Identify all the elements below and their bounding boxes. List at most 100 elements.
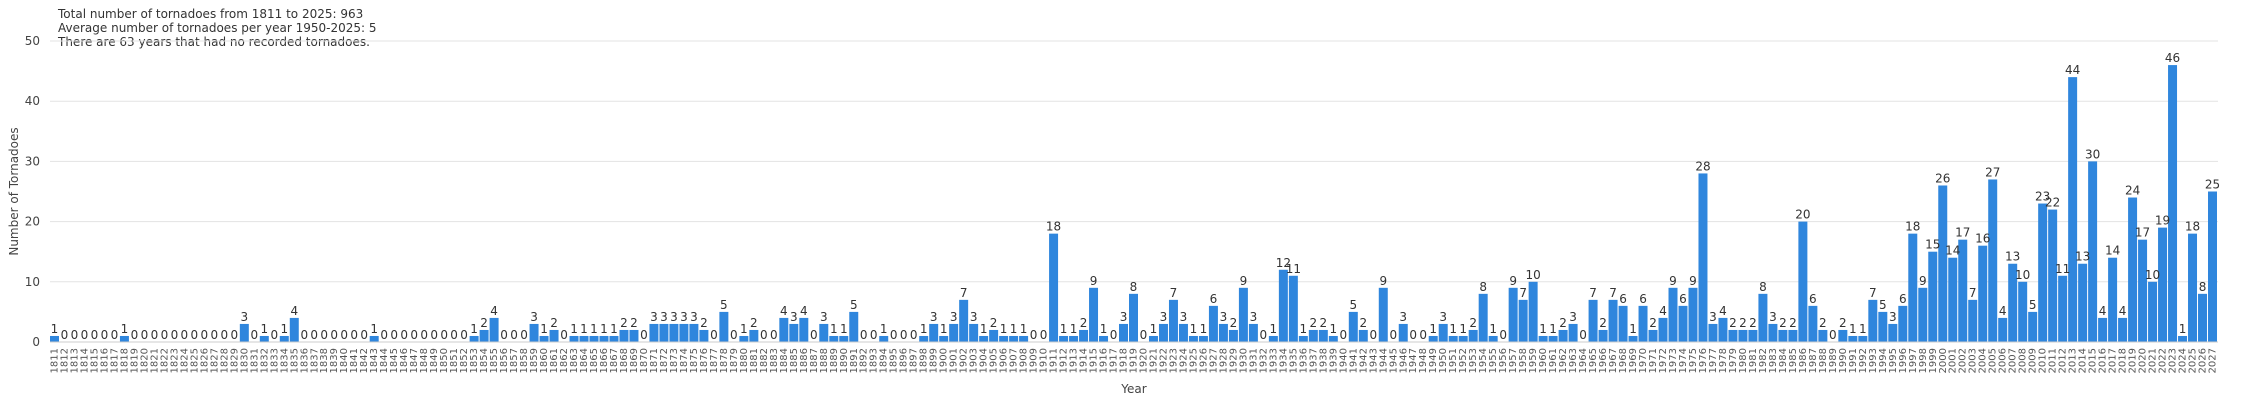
- bar-value-label: 0: [440, 328, 448, 342]
- bar-value-label: 22: [2045, 196, 2060, 210]
- bar-value-label: 1: [1300, 322, 1308, 336]
- bar-value-label: 14: [2105, 244, 2120, 258]
- bar-value-label: 0: [141, 328, 149, 342]
- bar-value-label: 17: [1955, 226, 1970, 240]
- bar-value-label: 27: [1985, 165, 2000, 179]
- x-tick-label: 1992: [1858, 348, 1869, 373]
- bar-value-label: 1: [580, 322, 588, 336]
- bar-value-label: 1: [940, 322, 948, 336]
- bar-value-label: 4: [290, 304, 298, 318]
- x-tick-label: 1979: [1728, 348, 1739, 373]
- x-tick-label: 1832: [259, 348, 270, 373]
- bar: [1518, 299, 1528, 342]
- bar: [1978, 245, 1988, 342]
- bar-value-label: 0: [1829, 328, 1837, 342]
- x-tick-label: 1875: [689, 348, 700, 373]
- bar-value-label: 0: [300, 328, 308, 342]
- x-tick-label: 1881: [749, 348, 760, 373]
- x-tick-label: 1996: [1898, 348, 1909, 373]
- bar-value-label: 0: [860, 328, 868, 342]
- bar: [2208, 191, 2217, 342]
- bar-value-label: 3: [1709, 310, 1717, 324]
- bar: [2048, 209, 2058, 342]
- bar: [929, 323, 939, 342]
- bar: [1268, 335, 1278, 342]
- bar: [1618, 305, 1628, 342]
- bar-value-label: 2: [1729, 316, 1737, 330]
- bar: [1878, 311, 1888, 342]
- x-tick-label: 1961: [1548, 348, 1559, 373]
- x-tick-label: 1815: [89, 348, 100, 373]
- bar: [2028, 311, 2038, 342]
- bar-value-label: 0: [1419, 328, 1427, 342]
- x-tick-label: 1828: [219, 348, 230, 373]
- x-tick-label: 1966: [1598, 348, 1609, 373]
- x-tick-label: 1923: [1168, 348, 1179, 373]
- bar-value-label: 0: [111, 328, 119, 342]
- bar: [1378, 287, 1388, 342]
- x-tick-label: 1823: [169, 348, 180, 373]
- bar-value-label: 1: [1010, 322, 1018, 336]
- x-tick-label: 1895: [889, 348, 900, 373]
- x-tick-label: 1886: [799, 348, 810, 373]
- x-tick-label: 1885: [789, 348, 800, 373]
- bar-value-label: 2: [1310, 316, 1318, 330]
- y-tick-label: 50: [25, 34, 40, 48]
- x-tick-label: 2016: [2098, 348, 2109, 373]
- bar-value-label: 0: [770, 328, 778, 342]
- x-tick-label: 1956: [1498, 348, 1509, 373]
- bar: [1728, 329, 1738, 342]
- bar-value-label: 10: [1525, 268, 1540, 282]
- x-tick-label: 1933: [1268, 348, 1279, 373]
- x-tick-label: 1959: [1528, 348, 1539, 373]
- x-tick-label: 1941: [1348, 348, 1359, 373]
- bar-value-label: 4: [2119, 304, 2127, 318]
- x-tick-label: 2004: [1978, 348, 1989, 373]
- bar-value-label: 8: [1479, 280, 1487, 294]
- x-tick-label: 1969: [1628, 348, 1639, 373]
- bar-value-label: 1: [470, 322, 478, 336]
- x-tick-label: 1942: [1358, 348, 1369, 373]
- bar-value-label: 2: [1469, 316, 1477, 330]
- x-tick-label: 1872: [659, 348, 670, 373]
- x-tick-label: 1877: [709, 348, 720, 373]
- y-tick-label: 40: [25, 94, 40, 108]
- bar: [959, 299, 969, 342]
- x-tick-label: 1980: [1738, 348, 1749, 373]
- bar-value-label: 2: [620, 316, 628, 330]
- bar-value-label: 7: [1609, 286, 1617, 300]
- bar-value-label: 1: [1449, 322, 1457, 336]
- bar-value-label: 0: [1040, 328, 1048, 342]
- bar-value-label: 9: [1669, 274, 1677, 288]
- x-tick-label: 1864: [579, 348, 590, 373]
- bar-value-label: 9: [1509, 274, 1517, 288]
- x-tick-label: 1967: [1608, 348, 1619, 373]
- x-tick-label: 2010: [2038, 348, 2049, 373]
- bar-value-label: 2: [1779, 316, 1787, 330]
- x-tick-label: 1915: [1089, 348, 1100, 373]
- bar-value-label: 30: [2085, 147, 2100, 161]
- x-tick-label: 2003: [1968, 348, 1979, 373]
- bar: [1948, 257, 1958, 342]
- bar: [669, 323, 679, 342]
- bar: [1858, 335, 1868, 342]
- x-tick-label: 1908: [1019, 348, 1030, 373]
- x-tick-label: 2007: [2008, 348, 2019, 373]
- bar: [1538, 335, 1548, 342]
- bar: [119, 335, 129, 342]
- x-tick-label: 1866: [599, 348, 610, 373]
- x-tick-label: 2006: [1998, 348, 2009, 373]
- bar: [1468, 329, 1478, 342]
- x-tick-label: 1910: [1039, 348, 1050, 373]
- x-tick-label: 1914: [1079, 348, 1090, 373]
- bar: [1448, 335, 1458, 342]
- bar-value-label: 0: [380, 328, 388, 342]
- bar-value-label: 1: [590, 322, 598, 336]
- bar: [2018, 281, 2028, 342]
- bar-value-label: 13: [2005, 250, 2020, 264]
- x-tick-label: 1890: [839, 348, 850, 373]
- bar-value-label: 1: [1150, 322, 1158, 336]
- bar: [1768, 323, 1778, 342]
- bar: [1548, 335, 1558, 342]
- bar: [1089, 287, 1099, 342]
